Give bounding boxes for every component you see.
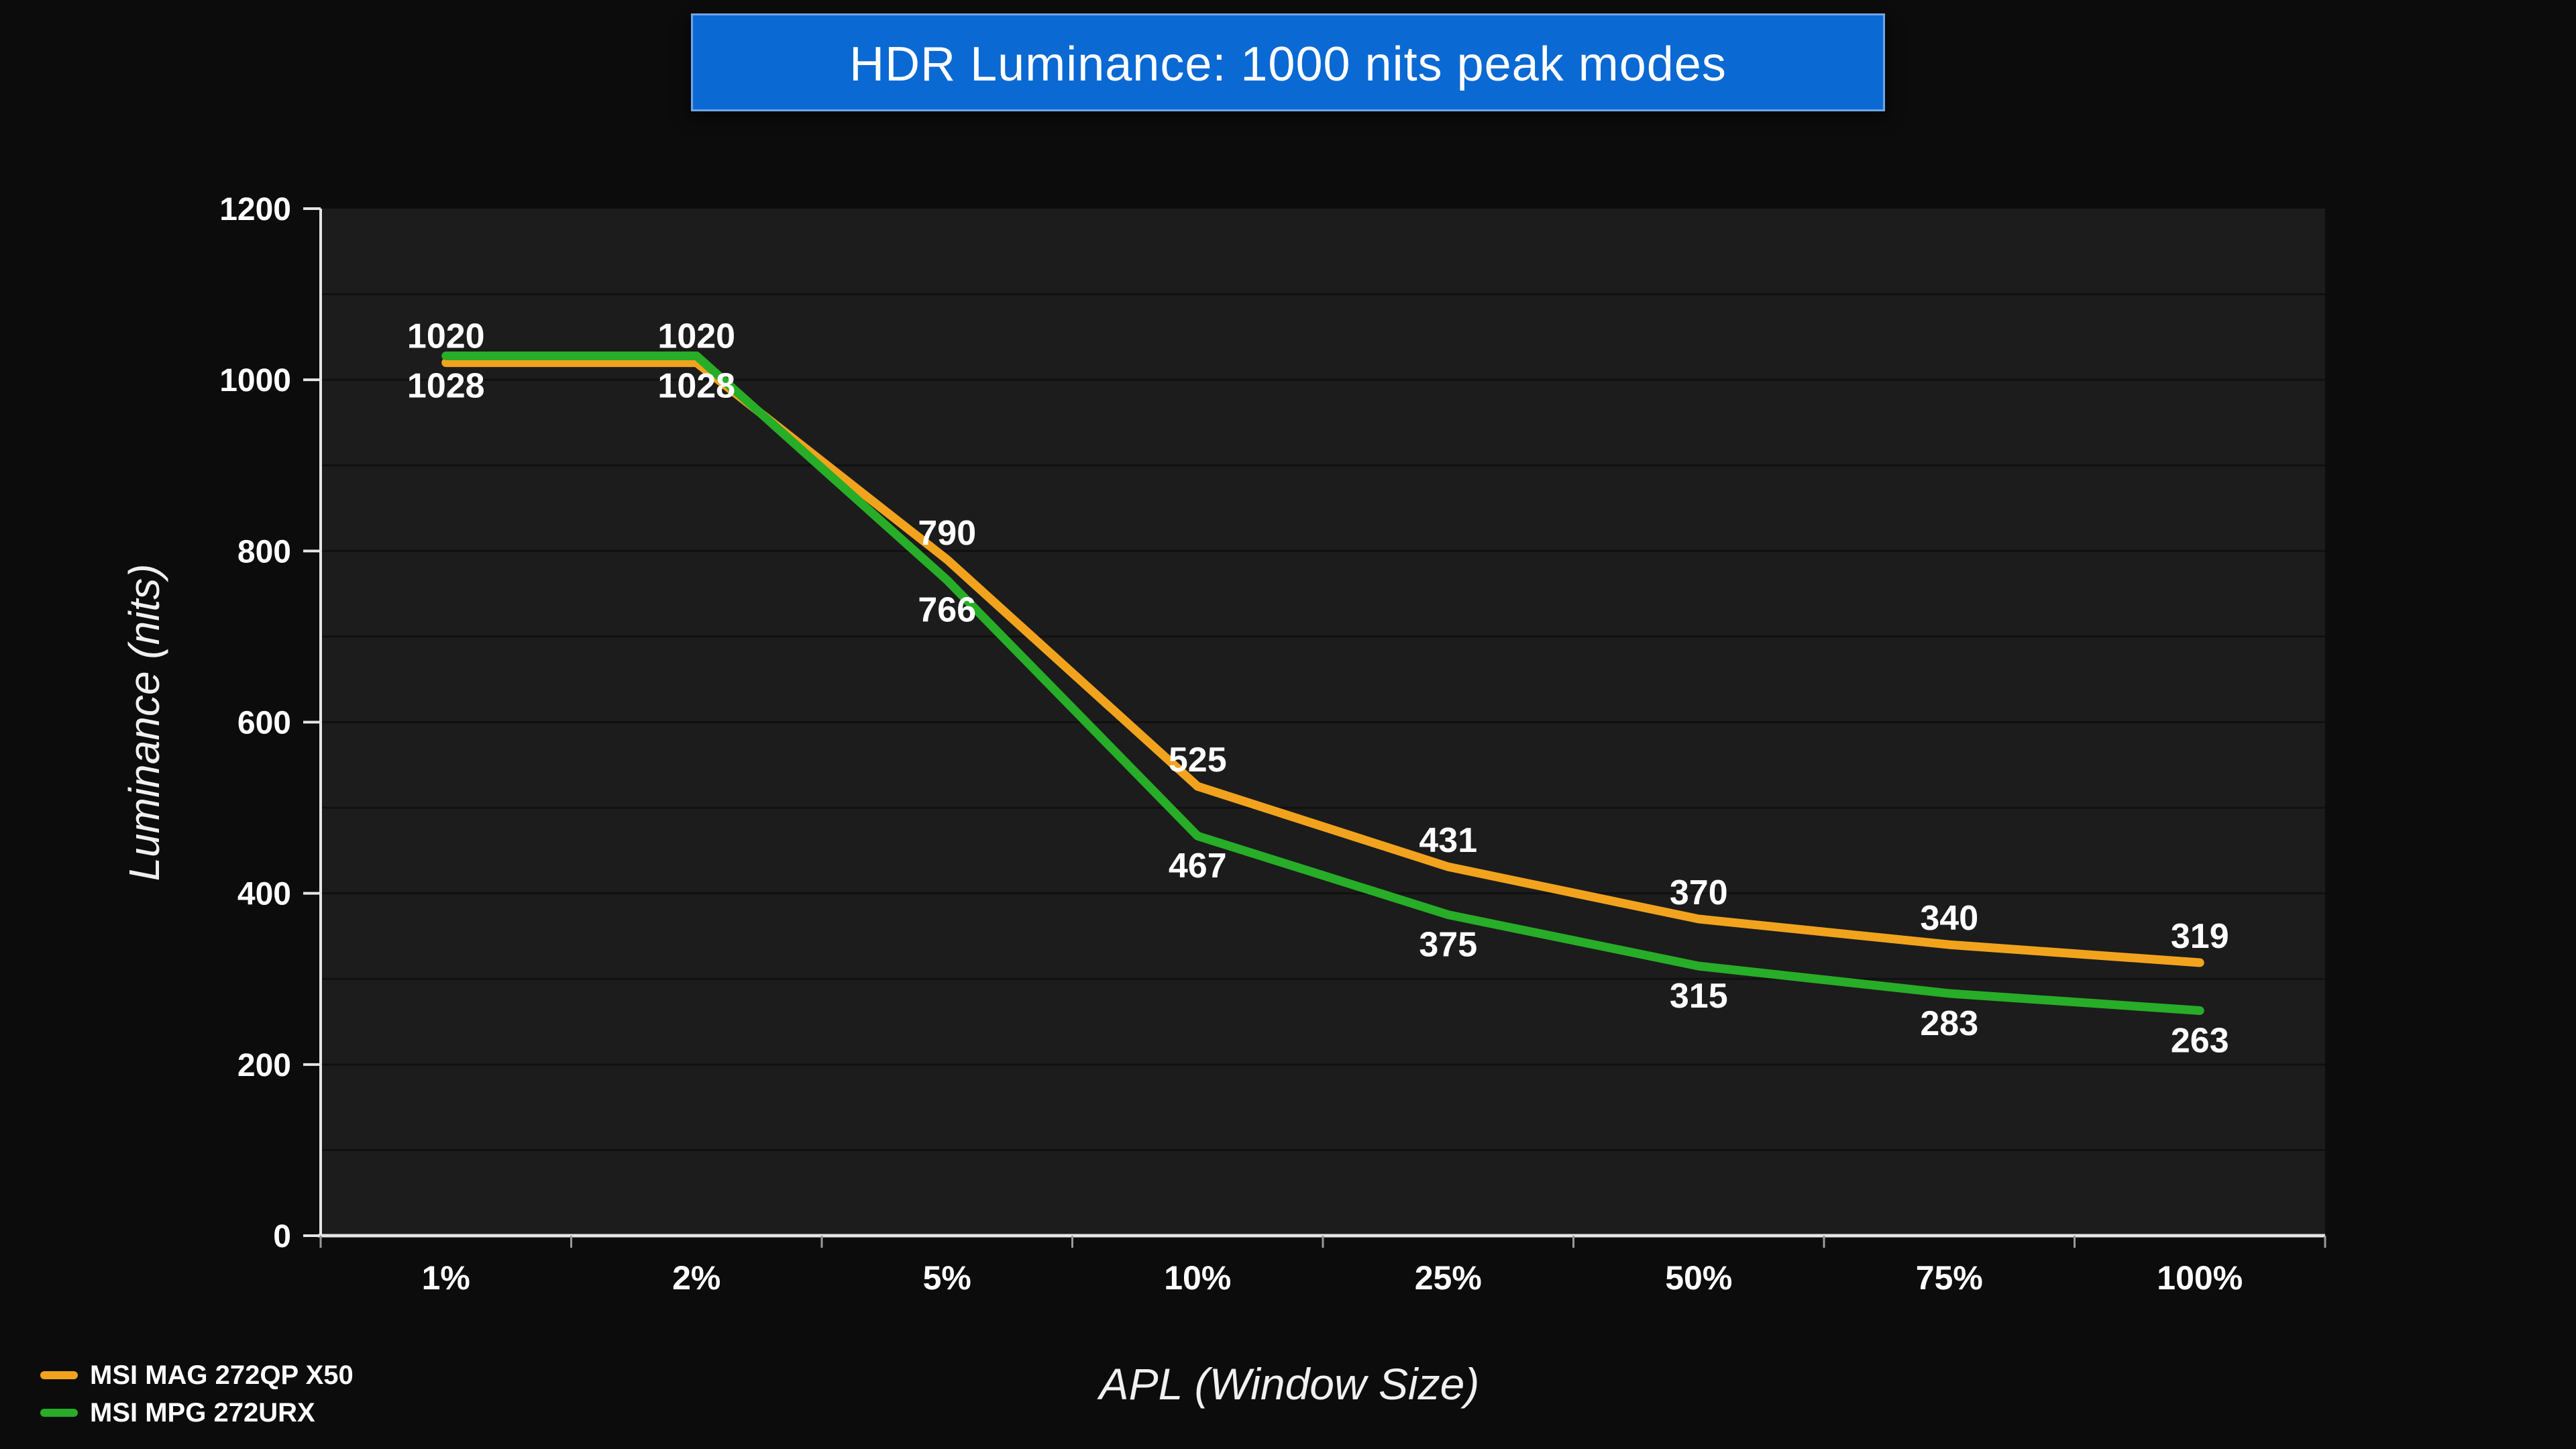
data-label: 1020 [407, 317, 485, 356]
legend-swatch-green [40, 1409, 78, 1417]
x-tick-label: 25% [1415, 1259, 1482, 1297]
data-label: 790 [918, 514, 976, 553]
chart-title-banner: HDR Luminance: 1000 nits peak modes [691, 13, 1885, 111]
legend-label: MSI MAG 272QP X50 [90, 1360, 354, 1390]
y-tick-label: 200 [237, 1048, 291, 1083]
data-label: 766 [918, 591, 976, 630]
x-tick-label: 75% [1916, 1259, 1983, 1297]
data-label: 431 [1419, 821, 1477, 860]
legend-item-mag-272qp: MSI MAG 272QP X50 [40, 1356, 354, 1394]
data-label: 1020 [657, 317, 735, 356]
y-tick-label: 600 [237, 706, 291, 741]
data-label: 525 [1169, 741, 1227, 780]
chart-legend: MSI MAG 272QP X50 MSI MPG 272URX [40, 1356, 354, 1432]
data-label: 1028 [407, 366, 485, 405]
legend-label: MSI MPG 272URX [90, 1397, 315, 1428]
x-tick-label: 100% [2157, 1259, 2243, 1297]
data-label: 315 [1670, 977, 1728, 1016]
x-tick-label: 50% [1665, 1259, 1732, 1297]
series-line [441, 351, 2204, 1015]
y-tick-label: 1200 [219, 192, 291, 227]
data-label: 370 [1670, 873, 1728, 912]
data-label: 263 [2171, 1021, 2229, 1060]
x-axis-title: APL (Window Size) [1099, 1359, 1480, 1409]
y-tick-label: 0 [273, 1219, 291, 1254]
legend-swatch-orange [40, 1371, 78, 1379]
data-label: 319 [2171, 917, 2229, 956]
x-tick-label: 10% [1164, 1259, 1231, 1297]
y-tick-label: 800 [237, 534, 291, 570]
x-tick-label: 1% [422, 1259, 470, 1297]
data-label: 375 [1419, 926, 1477, 965]
data-label: 340 [1920, 899, 1978, 938]
x-tick-label: 2% [672, 1259, 720, 1297]
y-tick-label: 1000 [219, 363, 291, 398]
data-label: 1028 [657, 366, 735, 405]
y-axis-title: Luminance (nits) [120, 564, 168, 881]
data-label: 283 [1920, 1004, 1978, 1043]
data-label: 467 [1169, 847, 1227, 885]
x-tick-label: 5% [923, 1259, 971, 1297]
legend-item-mpg-272urx: MSI MPG 272URX [40, 1394, 354, 1432]
y-tick-label: 400 [237, 877, 291, 912]
